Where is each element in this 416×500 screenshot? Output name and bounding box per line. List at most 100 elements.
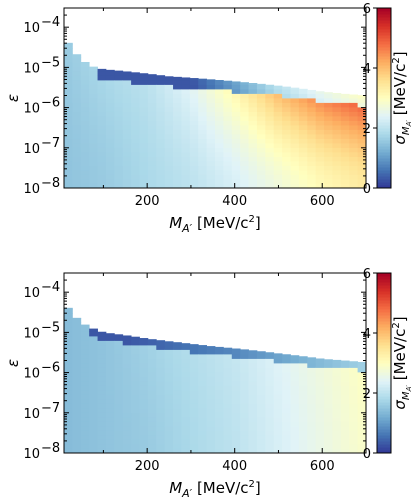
heatmap-cell	[164, 80, 174, 85]
heatmap-cell	[72, 444, 82, 449]
heatmap-cell	[315, 417, 325, 422]
heatmap-cell	[89, 439, 98, 445]
heatmap-cell	[131, 430, 140, 436]
heatmap-cell	[298, 381, 308, 386]
heatmap-cell	[181, 367, 191, 373]
heatmap-cell	[114, 403, 124, 409]
heatmap-cell	[332, 417, 342, 422]
heatmap-cell	[97, 340, 107, 346]
heatmap-cell	[248, 363, 258, 368]
heatmap-cell	[324, 376, 333, 382]
heatmap-cell	[72, 98, 82, 103]
heatmap-cell	[349, 111, 359, 117]
heatmap-cell	[72, 161, 82, 166]
heatmap-cell	[273, 444, 283, 449]
heatmap-cell	[332, 102, 342, 108]
heatmap-cell	[340, 412, 350, 418]
heatmap-cell	[80, 408, 90, 413]
heatmap-cell	[72, 54, 82, 58]
heatmap-cell	[349, 361, 359, 364]
heatmap-cell	[223, 80, 233, 85]
heatmap-cell	[64, 75, 73, 81]
colorbar-segment	[377, 423, 391, 427]
heatmap-cell	[189, 129, 199, 135]
heatmap-cell	[265, 134, 275, 139]
heatmap-cell	[273, 367, 283, 373]
heatmap-cell	[147, 80, 157, 85]
heatmap-cell	[181, 399, 191, 404]
heatmap-cell	[105, 129, 115, 135]
colorbar-segment	[377, 318, 391, 322]
heatmap-cell	[340, 399, 350, 404]
colorbar-segment	[377, 8, 391, 12]
heatmap-cell	[89, 444, 98, 449]
heatmap-cell	[131, 340, 140, 346]
heatmap-cell	[298, 358, 308, 364]
heatmap-cell	[215, 156, 224, 162]
heatmap-cell	[324, 444, 333, 449]
heatmap-cell	[131, 354, 140, 359]
heatmap-cell	[189, 403, 199, 409]
heatmap-cell	[139, 152, 149, 157]
heatmap-cell	[114, 143, 124, 148]
heatmap-cell	[206, 152, 216, 157]
heatmap-cell	[223, 372, 233, 377]
heatmap-cell	[122, 444, 132, 449]
heatmap-cell	[206, 107, 216, 112]
colorbar-segment	[377, 273, 391, 277]
heatmap-cell	[340, 152, 350, 157]
heatmap-cell	[64, 399, 73, 404]
heatmap-cell	[315, 403, 325, 409]
heatmap-cell	[80, 62, 90, 67]
heatmap-cell	[147, 74, 157, 76]
heatmap-cell	[332, 399, 342, 404]
colorbar-segment	[377, 38, 391, 42]
heatmap-cell	[189, 170, 199, 175]
heatmap-cell	[349, 417, 359, 422]
colorbar-segment	[377, 429, 391, 433]
heatmap-cell	[89, 102, 98, 108]
heatmap-cell	[173, 345, 182, 350]
heatmap-cell	[206, 111, 216, 117]
heatmap-cell	[89, 134, 98, 139]
heatmap-cell	[72, 170, 82, 175]
heatmap-cell	[105, 444, 115, 449]
heatmap-cell	[273, 179, 283, 184]
heatmap-cell	[97, 358, 107, 364]
heatmap-cell	[298, 147, 308, 153]
heatmap-cell	[80, 349, 90, 355]
heatmap-cell	[256, 129, 266, 135]
heatmap-cell	[282, 107, 291, 112]
x-label-power: 2	[249, 214, 255, 225]
heatmap-cell	[72, 367, 82, 373]
heatmap-cell	[223, 381, 233, 386]
heatmap-cell	[256, 394, 266, 400]
heatmap-cell	[97, 345, 107, 350]
heatmap-cell	[181, 183, 191, 189]
heatmap-cell	[256, 408, 266, 413]
plot-frame	[63, 272, 367, 454]
heatmap-cell	[122, 399, 132, 404]
colorbar-segment	[377, 119, 391, 123]
heatmap-cell	[156, 394, 166, 400]
heatmap-cell	[282, 363, 291, 368]
heatmap-cell	[173, 183, 182, 189]
heatmap-cell	[290, 417, 300, 422]
heatmap-cell	[156, 376, 166, 382]
heatmap-cell	[265, 174, 275, 180]
heatmap-cell	[223, 430, 233, 436]
heatmap-cell	[282, 426, 291, 431]
heatmap-cell	[240, 435, 249, 440]
colorbar-segment	[377, 41, 391, 45]
heatmap-cell	[290, 439, 300, 445]
heatmap-cell	[315, 174, 325, 180]
heatmap-cell	[105, 84, 115, 90]
y-tick-exponent: −6	[41, 361, 60, 376]
heatmap-cell	[89, 165, 98, 171]
heatmap-cell	[72, 376, 82, 382]
heatmap-cell	[181, 376, 191, 382]
heatmap-cell	[105, 183, 115, 189]
heatmap-cell	[181, 93, 191, 99]
heatmap-cell	[332, 125, 342, 130]
heatmap-cell	[89, 147, 98, 153]
